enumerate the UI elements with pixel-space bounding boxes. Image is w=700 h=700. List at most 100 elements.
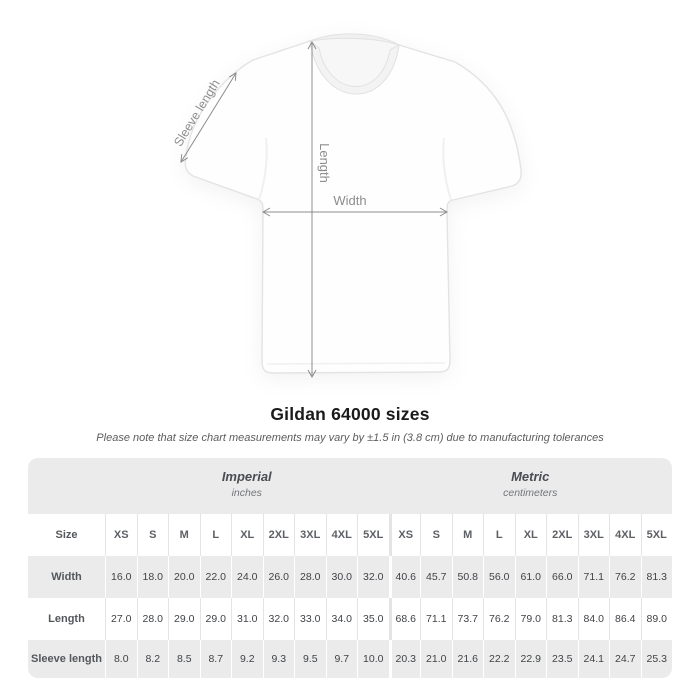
- table-row: Size XS S M L XL 2XL 3XL 4XL 5XL XS S M L XL 2XL 3XL 4XL 5…: [28, 514, 672, 556]
- value-cell: 40.6: [388, 556, 421, 598]
- size-table: Imperial inches Metric centimeters Size X…: [28, 458, 672, 678]
- value-cell: 56.0: [483, 556, 515, 598]
- metric-group-header: Metric centimeters: [389, 458, 673, 514]
- sleeve-arrowhead-top: [229, 72, 237, 81]
- tshirt-body: [184, 36, 522, 374]
- value-cell: 8.5: [168, 640, 200, 678]
- value-cell: 22.2: [483, 640, 515, 678]
- value-cell: 20.3: [388, 640, 421, 678]
- value-cell: 76.2: [609, 556, 641, 598]
- value-cell: 9.2: [231, 640, 263, 678]
- value-cell: 86.4: [609, 598, 641, 640]
- size-col-header: XS: [388, 514, 421, 556]
- value-cell: 16.0: [105, 556, 137, 598]
- value-cell: 71.1: [420, 598, 452, 640]
- row-label: Width: [51, 571, 82, 583]
- value-cell: 24.7: [609, 640, 641, 678]
- value-cell: 61.0: [514, 556, 547, 598]
- value-cell: 68.6: [388, 598, 421, 640]
- value-cell: 8.0: [105, 640, 137, 678]
- size-col-header: L: [483, 514, 515, 556]
- value-cell: 28.0: [294, 556, 326, 598]
- value-cell: 9.7: [325, 640, 358, 678]
- row-label: Length: [48, 613, 85, 625]
- imperial-group-header: Imperial inches: [105, 458, 389, 514]
- value-cell: 20.0: [168, 556, 200, 598]
- table-row: Length 27.0 28.0 29.0 29.0 31.0 32.0 33.0 34.0 35…: [28, 598, 672, 640]
- page-title: Gildan 64000 sizes: [270, 404, 430, 424]
- size-col-header: 5XL: [357, 514, 389, 556]
- value-cell: 22.0: [199, 556, 232, 598]
- width-arrowhead-left: [261, 207, 271, 217]
- value-cell: 33.0: [294, 598, 326, 640]
- metric-unit-label: centimeters: [503, 487, 558, 499]
- row-label: Sleeve length: [31, 653, 102, 665]
- value-cell: 9.5: [294, 640, 326, 678]
- size-col-header: S: [136, 514, 169, 556]
- value-cell: 21.0: [420, 640, 452, 678]
- value-cell: 8.2: [136, 640, 169, 678]
- metric-label: Metric: [511, 469, 550, 484]
- size-column-label: Size: [55, 529, 78, 541]
- size-col-header: M: [451, 514, 484, 556]
- value-cell: 21.6: [451, 640, 484, 678]
- table-row: Width 16.0 18.0 20.0 22.0 24.0 26.0 28.0 30.0 32.…: [28, 556, 672, 598]
- value-cell: 26.0: [262, 556, 295, 598]
- size-col-header: XL: [514, 514, 547, 556]
- size-col-header: 4XL: [325, 514, 358, 556]
- value-cell: 79.0: [514, 598, 547, 640]
- value-cell: 8.7: [199, 640, 232, 678]
- unit-band: Imperial inches Metric centimeters: [28, 458, 672, 514]
- value-cell: 89.0: [640, 598, 673, 640]
- value-cell: 71.1: [577, 556, 610, 598]
- value-cell: 34.0: [325, 598, 358, 640]
- size-col-header: 2XL: [262, 514, 295, 556]
- length-arrowhead-bottom: [307, 369, 317, 379]
- imperial-label: Imperial: [221, 469, 272, 484]
- size-col-header: 2XL: [546, 514, 578, 556]
- value-cell: 66.0: [546, 556, 578, 598]
- title-block: Gildan 64000 sizes Please note that size…: [0, 404, 700, 444]
- value-cell: 30.0: [325, 556, 358, 598]
- value-cell: 84.0: [577, 598, 610, 640]
- size-col-header: 3XL: [294, 514, 326, 556]
- width-arrowhead-right: [439, 207, 449, 217]
- value-cell: 81.3: [546, 598, 578, 640]
- imperial-unit-label: inches: [231, 487, 262, 499]
- tolerance-note: Please note that size chart measurements…: [96, 432, 604, 444]
- value-cell: 35.0: [357, 598, 389, 640]
- unit-band-spacer: [28, 458, 105, 514]
- size-col-header: XL: [231, 514, 263, 556]
- value-cell: 29.0: [199, 598, 232, 640]
- value-cell: 23.5: [546, 640, 578, 678]
- width-label: Width: [333, 193, 366, 208]
- size-col-header: M: [168, 514, 200, 556]
- size-col-header: L: [199, 514, 232, 556]
- sleeve-arrow: [180, 72, 237, 163]
- value-cell: 22.9: [514, 640, 547, 678]
- value-cell: 76.2: [483, 598, 515, 640]
- size-col-header: 4XL: [609, 514, 641, 556]
- tshirt-illustration: [184, 33, 522, 374]
- value-cell: 32.0: [357, 556, 389, 598]
- value-cell: 81.3: [640, 556, 673, 598]
- value-cell: 73.7: [451, 598, 484, 640]
- tshirt-hem-stitch: [266, 362, 446, 365]
- size-col-header: S: [420, 514, 452, 556]
- measurement-arrows: [180, 40, 449, 379]
- value-cell: 28.0: [136, 598, 169, 640]
- tshirt-back-collar: [309, 33, 400, 46]
- value-cell: 31.0: [231, 598, 263, 640]
- tshirt-crease-left: [258, 137, 268, 201]
- tshirt-diagram: Width Length Sleeve length: [171, 33, 522, 379]
- value-cell: 32.0: [262, 598, 295, 640]
- value-cell: 25.3: [640, 640, 673, 678]
- sleeve-arrowhead-bottom: [180, 154, 188, 163]
- value-cell: 24.1: [577, 640, 610, 678]
- tshirt-crease-right: [442, 137, 452, 201]
- length-label: Length: [317, 143, 332, 183]
- value-cell: 9.3: [262, 640, 295, 678]
- value-cell: 29.0: [168, 598, 200, 640]
- value-cell: 27.0: [105, 598, 137, 640]
- size-table-rows: Size XS S M L XL 2XL 3XL 4XL 5XL XS S M L XL 2XL 3XL 4XL 5…: [28, 514, 672, 678]
